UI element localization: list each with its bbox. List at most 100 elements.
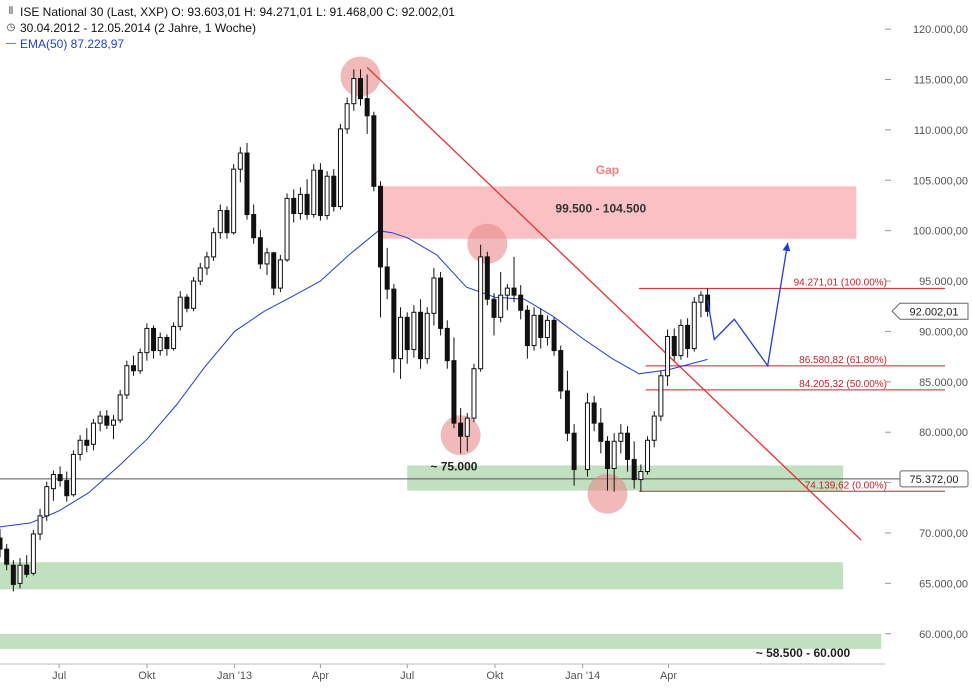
candle xyxy=(217,204,223,239)
candle xyxy=(411,305,417,358)
candle xyxy=(137,348,143,374)
support-zone-3 xyxy=(0,633,882,649)
candle xyxy=(645,436,651,475)
candle xyxy=(131,355,137,376)
x-tick-label: Jul xyxy=(52,670,66,682)
fib-level-label: 94.271,01 (100.00%) xyxy=(794,277,887,288)
candle-body xyxy=(0,537,3,550)
candle-body xyxy=(524,309,530,347)
candle-body xyxy=(164,336,170,350)
y-tick-label: 80.000,00 xyxy=(919,427,968,439)
candle-body xyxy=(64,480,70,497)
candle xyxy=(50,470,56,501)
candle-body xyxy=(284,197,290,261)
candle-body xyxy=(591,402,597,424)
candle-body xyxy=(157,336,163,352)
candle-body xyxy=(511,287,517,296)
candle xyxy=(70,450,76,497)
candle xyxy=(691,297,697,352)
highlight-circle xyxy=(587,473,628,514)
candle xyxy=(424,307,430,364)
candle-body xyxy=(144,327,150,354)
candle-body xyxy=(4,548,10,565)
candle-body xyxy=(231,168,237,234)
support-zone-2 xyxy=(0,562,844,590)
candle-body xyxy=(131,365,137,372)
candle-body xyxy=(484,256,490,300)
candle-body xyxy=(244,152,250,216)
candle-body xyxy=(451,360,457,424)
candle xyxy=(337,123,343,210)
annotation-label: ~ 75.000 xyxy=(430,460,477,474)
candle xyxy=(124,360,130,399)
candle xyxy=(0,528,3,558)
candle-body xyxy=(418,311,424,360)
candle xyxy=(291,189,297,223)
reference-price-box xyxy=(899,470,969,488)
candle-body xyxy=(217,210,223,234)
candle-body xyxy=(571,432,577,471)
candle-body xyxy=(90,422,96,445)
resistance-zone-0 xyxy=(378,186,857,239)
candle-body xyxy=(50,474,56,490)
y-tick-label: 90.000,00 xyxy=(919,326,968,338)
chart-legend: ⫴ ISE National 30 (Last, XXP) O: 93.603,… xyxy=(6,4,455,52)
candle xyxy=(284,193,290,262)
candle xyxy=(297,187,303,220)
candle xyxy=(30,529,36,576)
candle xyxy=(558,345,564,399)
candle-body xyxy=(478,256,484,370)
candle-body xyxy=(658,375,664,417)
candle-body xyxy=(224,210,230,234)
candle-body xyxy=(424,312,430,360)
projection-line xyxy=(706,242,789,368)
candle-body xyxy=(137,352,143,372)
trend-line xyxy=(366,66,862,541)
projection-arrowhead xyxy=(782,242,791,252)
candle-body xyxy=(638,471,644,481)
x-tick-label: Apr xyxy=(660,670,677,682)
candle xyxy=(157,332,163,356)
candle xyxy=(164,334,170,356)
candle xyxy=(685,318,691,358)
candle-body xyxy=(271,252,277,289)
candle xyxy=(378,181,384,318)
y-tick-label: 105.000,00 xyxy=(913,175,968,187)
candle xyxy=(398,307,404,379)
candle xyxy=(618,424,624,454)
candle xyxy=(317,163,323,221)
candle xyxy=(277,254,283,293)
candle xyxy=(371,111,377,192)
candle xyxy=(524,305,530,359)
candle-body xyxy=(558,350,564,392)
candle xyxy=(104,410,110,430)
candle-body xyxy=(438,277,444,329)
candle xyxy=(4,544,10,571)
candle-body xyxy=(625,432,631,460)
candle xyxy=(151,325,157,359)
candle xyxy=(678,319,684,360)
candle-body xyxy=(110,419,116,426)
candle-body xyxy=(698,294,704,303)
candle xyxy=(244,142,250,220)
reference-price-label: 75.372,00 xyxy=(910,474,959,486)
candle-body xyxy=(57,474,63,482)
candle-body xyxy=(197,267,203,282)
candle-body xyxy=(297,193,303,215)
candle xyxy=(478,244,484,372)
candle xyxy=(498,271,504,323)
candle-body xyxy=(404,316,410,351)
candle xyxy=(224,206,230,239)
candle-body xyxy=(37,515,43,535)
candle-body xyxy=(378,185,384,268)
candle-body xyxy=(691,301,697,350)
candle xyxy=(604,436,610,491)
candle xyxy=(391,284,397,373)
candle xyxy=(24,555,30,578)
candle xyxy=(544,315,550,346)
candle xyxy=(638,464,644,492)
candle-body xyxy=(251,214,257,239)
candle-body xyxy=(337,128,343,207)
candle-body xyxy=(618,432,624,442)
candle-body xyxy=(117,394,123,421)
